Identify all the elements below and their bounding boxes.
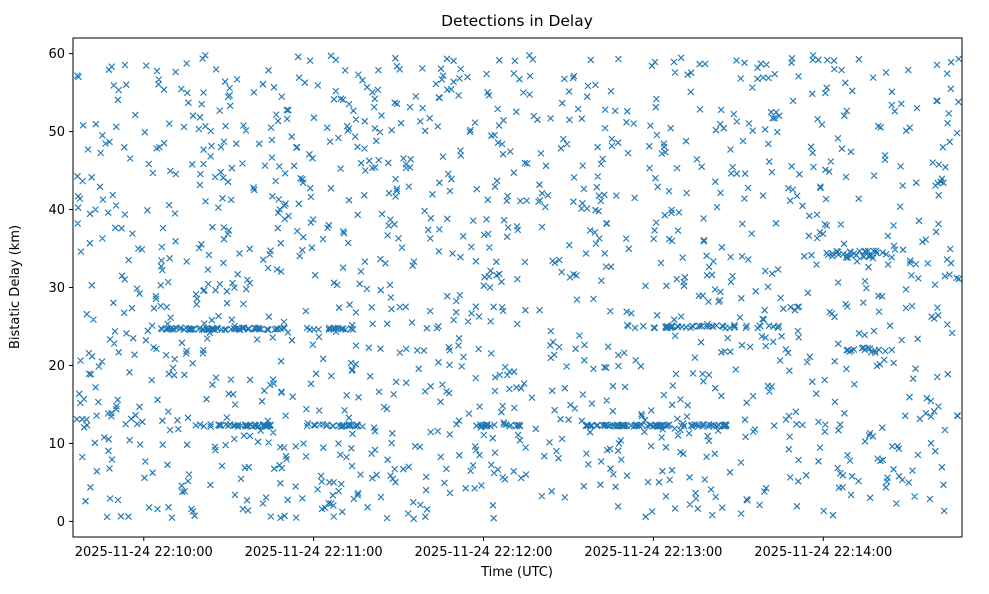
y-tick-label: 10 [48, 437, 65, 452]
x-tick-label: 2025-11-24 22:10:00 [75, 545, 213, 560]
y-tick-label: 50 [48, 125, 65, 140]
y-tick-label: 0 [57, 515, 65, 530]
chart-title: Detections in Delay [441, 12, 593, 30]
y-tick-label: 60 [48, 47, 65, 62]
x-axis-label: Time (UTC) [480, 565, 553, 580]
x-tick-label: 2025-11-24 22:11:00 [245, 545, 383, 560]
y-tick-label: 40 [48, 203, 65, 218]
y-axis-label: Bistatic Delay (km) [8, 225, 23, 349]
x-tick-label: 2025-11-24 22:12:00 [414, 545, 552, 560]
x-tick-label: 2025-11-24 22:14:00 [754, 545, 892, 560]
plot-area: 2025-11-24 22:10:00 2025-11-24 22:11:00 20… [48, 37, 963, 560]
y-tick-label: 20 [48, 359, 65, 374]
x-tick-label: 2025-11-24 22:13:00 [584, 545, 722, 560]
scatter-points [73, 51, 963, 523]
y-tick-label: 30 [48, 281, 65, 296]
